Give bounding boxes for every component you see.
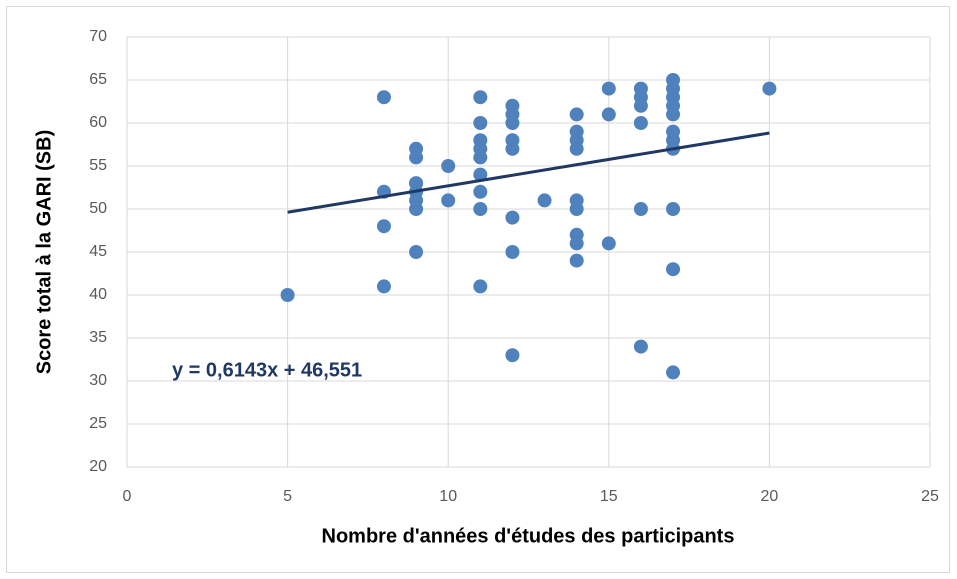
scatter-point — [409, 150, 424, 165]
scatter-point — [633, 339, 648, 354]
scatter-point — [505, 210, 520, 225]
scatter-point — [666, 262, 681, 277]
scatter-point — [409, 245, 424, 259]
y-tick-label: 60 — [89, 114, 107, 131]
x-tick-label: 20 — [761, 488, 779, 505]
x-tick-label: 5 — [283, 488, 292, 505]
scatter-point — [473, 116, 488, 130]
y-axis-title: Score total à la GARI (SB) — [33, 130, 55, 375]
scatter-point — [441, 159, 456, 173]
scatter-point — [666, 365, 681, 380]
scatter-point — [409, 202, 424, 216]
y-tick-label: 20 — [89, 458, 107, 475]
scatter-point — [473, 150, 488, 165]
scatter-point — [473, 90, 488, 105]
scatter-point — [569, 202, 584, 216]
scatter-point — [666, 202, 681, 216]
scatter-point — [569, 141, 584, 156]
scatter-point — [633, 116, 648, 130]
scatter-point — [666, 107, 681, 122]
x-tick-label: 25 — [921, 488, 939, 505]
y-tick-label: 25 — [89, 415, 107, 432]
y-tick-label: 45 — [89, 243, 107, 260]
scatter-point — [569, 236, 584, 251]
scatter-point — [601, 81, 616, 96]
scatter-point — [473, 184, 488, 199]
scatter-point — [537, 193, 552, 208]
scatter-point — [601, 236, 616, 251]
scatter-point — [473, 167, 488, 182]
y-tick-label: 55 — [89, 157, 107, 174]
scatter-point — [505, 116, 520, 130]
y-tick-label: 65 — [89, 71, 107, 88]
trendline — [287, 131, 770, 214]
y-tick-label: 40 — [89, 286, 107, 303]
x-tick-label: 0 — [123, 488, 132, 505]
scatter-point — [473, 279, 488, 294]
scatter-point — [376, 279, 391, 294]
scatter-point — [601, 107, 616, 122]
scatter-point — [762, 81, 777, 96]
scatter-point — [473, 202, 488, 216]
y-tick-label: 70 — [89, 28, 107, 45]
scatter-point — [569, 107, 584, 122]
x-axis-title: Nombre d'années d'études des participant… — [322, 525, 735, 547]
scatter-point — [376, 90, 391, 105]
x-tick-label: 10 — [439, 488, 457, 505]
trendline-equation: y = 0,6143x + 46,551 — [172, 359, 362, 381]
scatter-point — [633, 202, 648, 216]
scatter-point — [376, 219, 391, 234]
y-tick-label: 30 — [89, 372, 107, 389]
scatter-point — [505, 141, 520, 156]
scatter-point — [569, 253, 584, 268]
scatter-point — [280, 288, 295, 302]
scatter-point — [633, 98, 648, 113]
y-tick-label: 50 — [89, 200, 107, 217]
scatter-point — [441, 193, 456, 208]
x-tick-label: 15 — [600, 488, 618, 505]
y-tick-label: 35 — [89, 329, 107, 346]
scatter-point — [505, 348, 520, 363]
scatter-point — [505, 245, 520, 259]
